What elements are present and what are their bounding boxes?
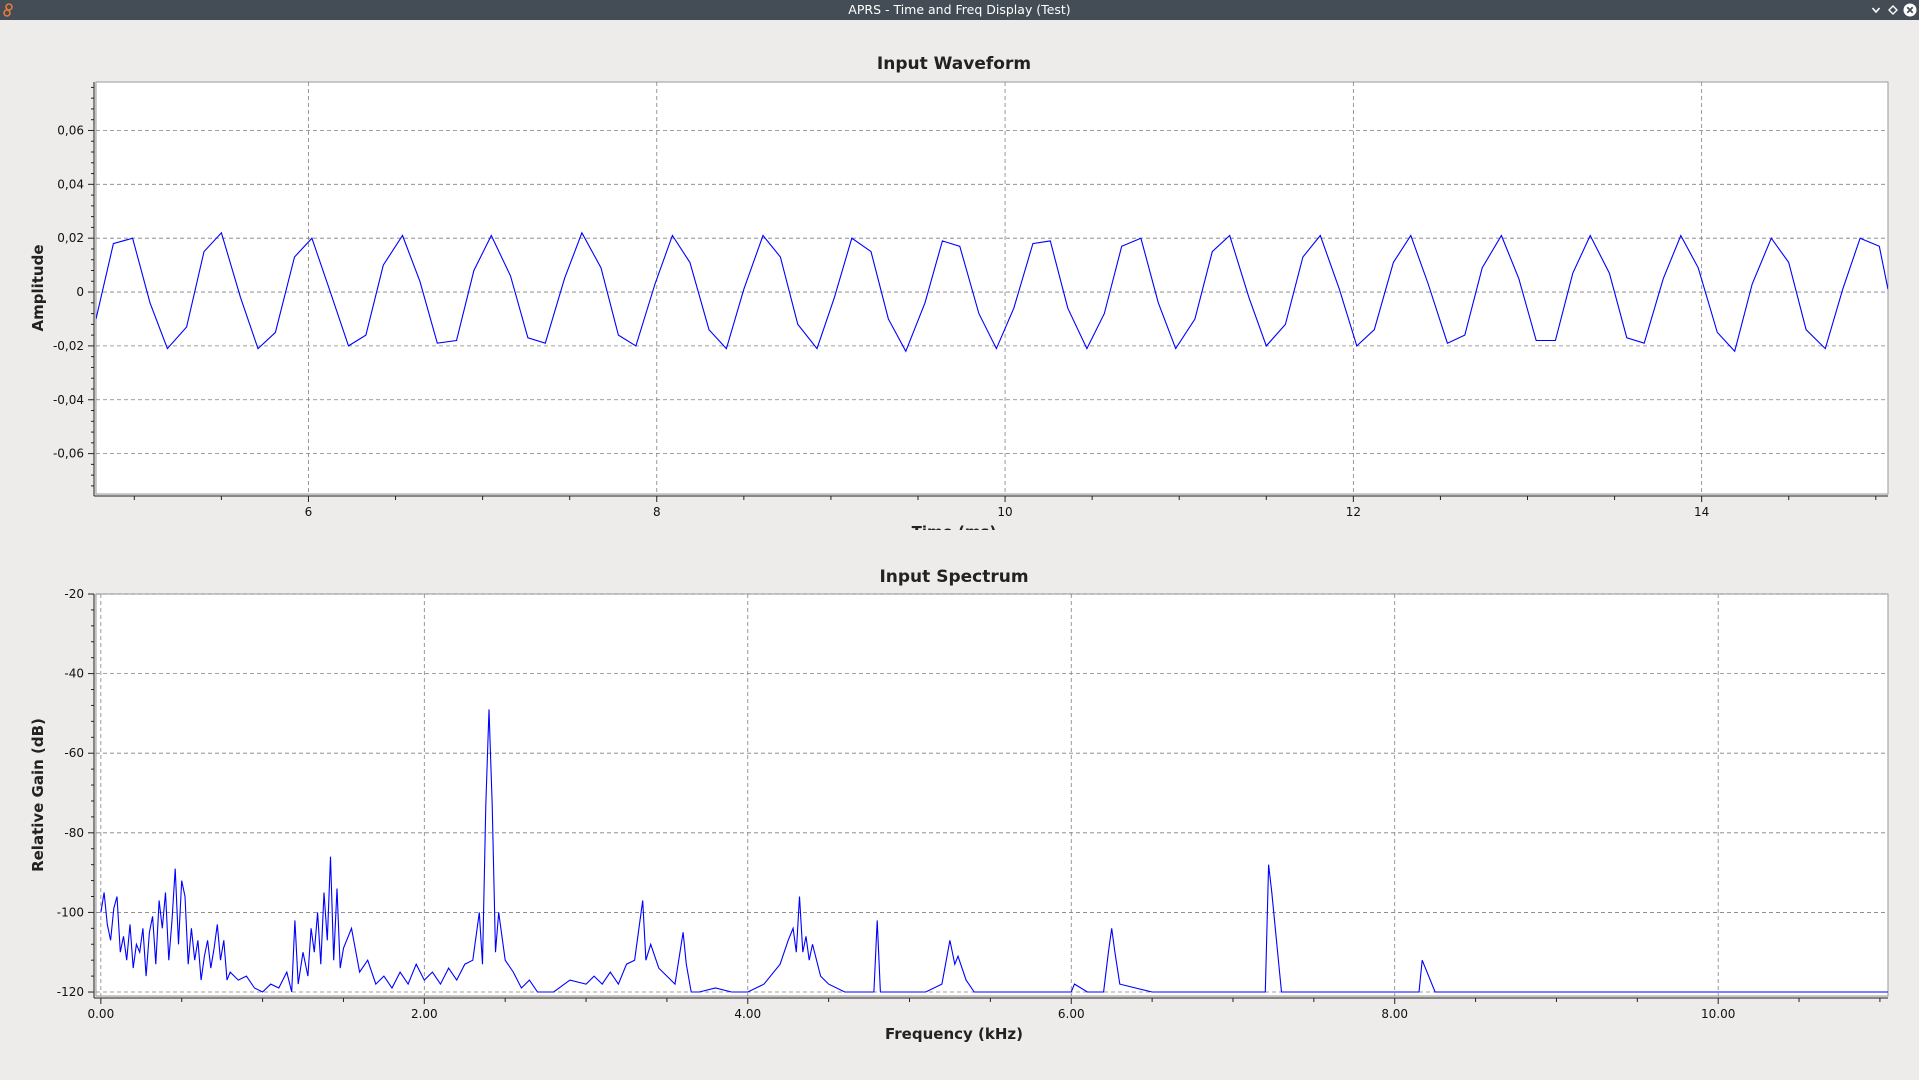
y-tick-label: -0,06 xyxy=(53,447,84,461)
y-tick-label: 0,06 xyxy=(57,123,84,137)
x-tick-label: 2.00 xyxy=(411,1007,438,1021)
x-axis-title: Frequency (kHz) xyxy=(885,1025,1023,1043)
window-titlebar: APRS - Time and Freq Display (Test) xyxy=(0,0,1919,20)
plots-area: Input Waveform 6 8 10 12 14 0,06 0,04 0,02 0 -0,02… xyxy=(0,20,1919,1080)
x-tick-label: 8.00 xyxy=(1381,1007,1408,1021)
x-tick-label: 12 xyxy=(1346,505,1361,519)
y-tick-label: 0,02 xyxy=(57,231,84,245)
x-tick-label: 14 xyxy=(1694,505,1709,519)
x-tick-label: 0.00 xyxy=(87,1007,114,1021)
waveform-plot[interactable]: Input Waveform 6 8 10 12 14 0,06 0,04 0,02 0 -0,02… xyxy=(0,20,1919,530)
plot-canvas[interactable] xyxy=(95,81,1889,495)
y-axis-title: Amplitude xyxy=(29,244,47,331)
y-tick-label: -60 xyxy=(64,746,84,760)
series-line xyxy=(100,709,1888,993)
y-tick-label: -0,04 xyxy=(53,393,84,407)
y-axis-title: Relative Gain (dB) xyxy=(29,718,47,872)
y-tick-label: -40 xyxy=(64,667,84,681)
x-tick-label: 4.00 xyxy=(734,1007,761,1021)
x-tick-label: 10 xyxy=(997,505,1012,519)
series-line xyxy=(96,231,1888,353)
close-button[interactable] xyxy=(1903,2,1917,18)
x-tick-label: 10.00 xyxy=(1701,1007,1735,1021)
y-tick-label: -0,02 xyxy=(53,339,84,353)
x-tick-label: 6.00 xyxy=(1058,1007,1085,1021)
x-tick-label: 6 xyxy=(305,505,313,519)
y-tick-label: -20 xyxy=(64,587,84,601)
restore-icon xyxy=(1888,5,1898,15)
window-title: APRS - Time and Freq Display (Test) xyxy=(848,2,1071,17)
y-tick-label: 0 xyxy=(76,285,84,299)
restore-button[interactable] xyxy=(1886,2,1900,18)
y-tick-label: -100 xyxy=(57,905,84,919)
x-axis-title: Time (ms) xyxy=(912,523,997,530)
chart-title: Input Waveform xyxy=(877,54,1031,74)
spectrum-plot[interactable]: Input Spectrum 0.00 2.00 4.00 6.00 8.00 10.00 -… xyxy=(0,530,1919,1080)
y-tick-label: -80 xyxy=(64,826,84,840)
minimize-icon xyxy=(1871,7,1881,14)
x-tick-label: 8 xyxy=(653,505,661,519)
minimize-button[interactable] xyxy=(1869,2,1883,18)
plot-canvas[interactable] xyxy=(95,593,1889,997)
chart-title: Input Spectrum xyxy=(879,567,1028,587)
app-icon xyxy=(3,3,13,17)
y-tick-label: 0,04 xyxy=(57,177,84,191)
close-icon xyxy=(1903,3,1917,17)
y-tick-label: -120 xyxy=(57,985,84,999)
